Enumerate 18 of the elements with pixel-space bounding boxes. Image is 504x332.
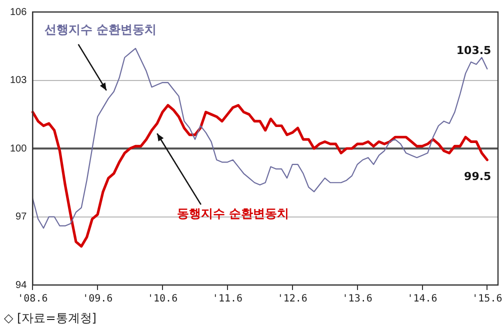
x-tick-label: '13.6 — [342, 294, 372, 305]
x-tick-label: '09.6 — [82, 294, 113, 305]
x-tick-label: '08.6 — [18, 294, 48, 305]
x-tick-label: '10.6 — [147, 294, 178, 305]
y-tick-label: 103 — [10, 75, 28, 86]
x-tick-label: '15.6 — [472, 294, 502, 305]
x-tick-label: '12.6 — [277, 294, 308, 305]
y-tick-label: 97 — [16, 212, 28, 222]
y-tick-label: 106 — [10, 6, 28, 18]
data-label: 99.5 — [464, 170, 492, 184]
x-tick-label: '14.6 — [407, 294, 438, 305]
x-tick-label: '11.6 — [212, 294, 243, 305]
text: 동행지수 순환변동치 — [176, 206, 290, 221]
text: 선행지수 순환변동치 — [44, 22, 157, 36]
text: ◇ [자료=통계청] — [4, 310, 96, 327]
y-tick-label: 94 — [16, 280, 28, 291]
y-tick-label: 100 — [10, 143, 28, 154]
data-label: 103.5 — [456, 44, 492, 58]
